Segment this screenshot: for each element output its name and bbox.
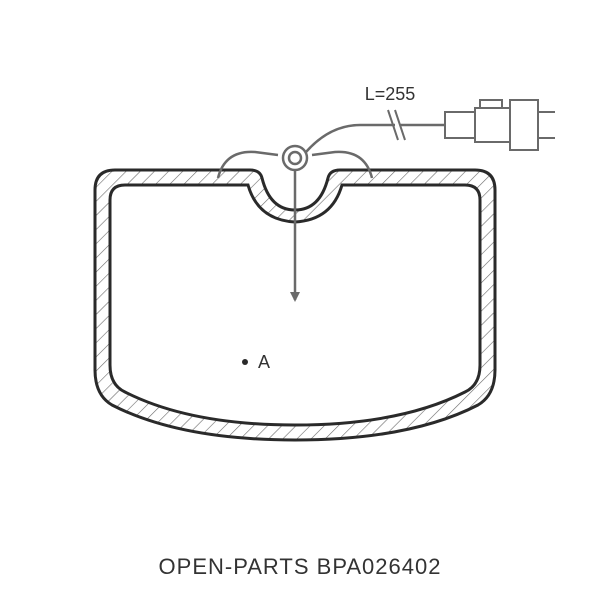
diagram-canvas: L=255 A OPEN-PARTS BPA026402 bbox=[0, 0, 600, 600]
sensor-wire bbox=[306, 110, 445, 152]
point-a-marker bbox=[242, 359, 248, 365]
connector-plug bbox=[445, 100, 555, 150]
brand-part-number: OPEN-PARTS BPA026402 bbox=[0, 554, 600, 580]
brake-pad-svg: L=255 A bbox=[0, 0, 600, 600]
point-a-label: A bbox=[258, 352, 270, 372]
wire-length-label: L=255 bbox=[365, 84, 416, 104]
